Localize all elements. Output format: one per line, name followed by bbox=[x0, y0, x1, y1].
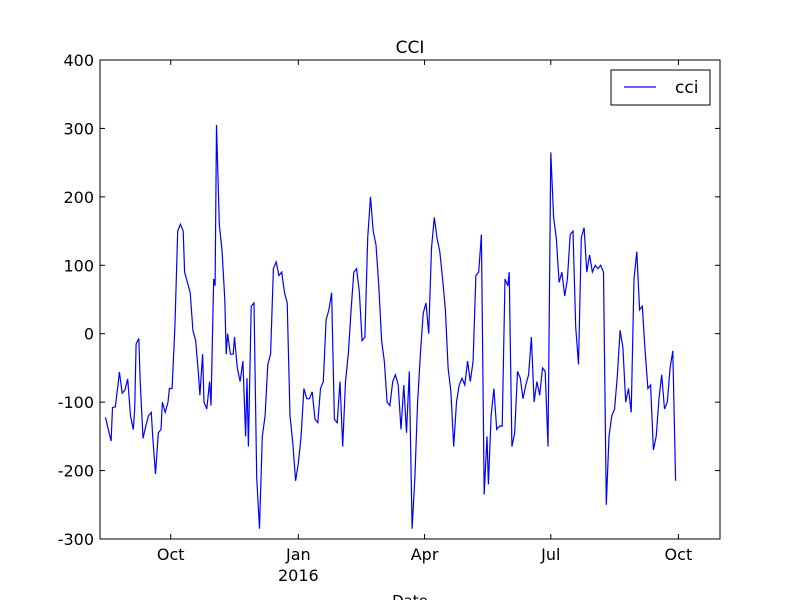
x-tick-sublabel: 2016 bbox=[278, 566, 319, 585]
plot-frame bbox=[99, 59, 721, 540]
x-tick-label: Oct bbox=[157, 545, 185, 564]
y-tick-label: 100 bbox=[63, 256, 94, 275]
y-tick-label: 400 bbox=[63, 51, 94, 70]
y-tick-label: -300 bbox=[58, 530, 94, 549]
chart-title: CCI bbox=[396, 38, 425, 58]
series-line-cci bbox=[104, 124, 677, 529]
x-tick-label: Oct bbox=[665, 545, 693, 564]
y-tick-label: -200 bbox=[58, 462, 94, 481]
legend-label-cci: cci bbox=[675, 78, 698, 98]
x-axis-label: Date bbox=[392, 592, 428, 600]
x-tick-label: Jul bbox=[540, 545, 560, 564]
y-tick-label: 200 bbox=[63, 188, 94, 207]
y-tick-label: -100 bbox=[58, 393, 94, 412]
x-tick-label: Jan bbox=[285, 545, 311, 564]
y-tick-label: 300 bbox=[63, 119, 94, 138]
legend: cci bbox=[610, 69, 711, 106]
y-tick-label: 0 bbox=[84, 325, 94, 344]
x-tick-label: Apr bbox=[411, 545, 439, 564]
